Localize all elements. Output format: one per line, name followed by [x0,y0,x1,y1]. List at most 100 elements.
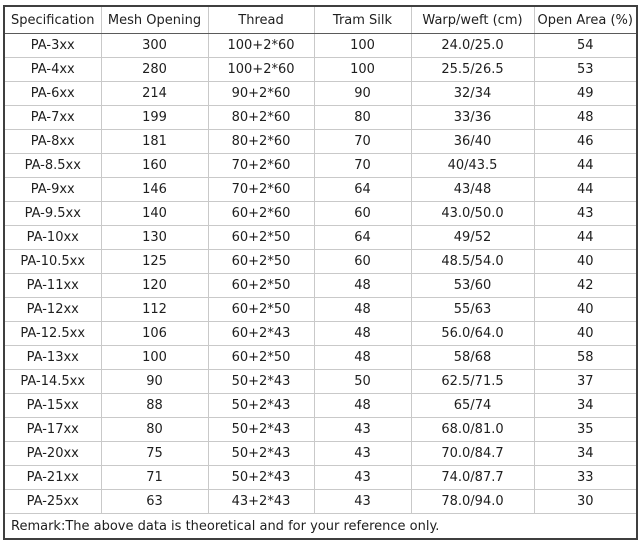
table-cell-col5: 58 [533,345,638,370]
table-cell-col0: PA-10.5xx [3,249,102,274]
table-cell-col4: 70.0/84.7 [410,441,535,466]
table-cell-col4: 33/36 [410,105,535,130]
table-cell-col0: PA-13xx [3,345,102,370]
table-cell-col4: 43/48 [410,177,535,202]
table-cell-col5: 54 [533,33,638,58]
table-cell-col4: 48.5/54.0 [410,249,535,274]
table-header: Specification Mesh Opening Thread Tram Silk… [3,5,638,34]
table-cell-col4: 36/40 [410,129,535,154]
table-cell-col5: 48 [533,105,638,130]
column-header-5: Open Area (%) [533,5,638,34]
table-cell-col1: 199 [100,105,209,130]
table-cell-col3: 50 [313,369,412,394]
table-row: PA-3xx 300 100+2*60 100 24.0/25.0 54 [3,33,638,58]
table-cell-col4: 65/74 [410,393,535,418]
table-cell-col3: 100 [313,33,412,58]
table-cell-col3: 43 [313,465,412,490]
table-cell-col2: 100+2*60 [207,33,315,58]
table-cell-col3: 48 [313,321,412,346]
remark-row: Remark:The above data is theoretical and… [3,513,638,540]
table-row: PA-20xx 75 50+2*43 43 70.0/84.7 34 [3,441,638,466]
table-cell-col0: PA-17xx [3,417,102,442]
table-cell-col5: 40 [533,249,638,274]
table-cell-col1: 214 [100,81,209,106]
table-cell-col4: 58/68 [410,345,535,370]
column-header-0: Specification [3,5,102,34]
table-cell-col1: 112 [100,297,209,322]
table-cell-col1: 181 [100,129,209,154]
table-cell-col5: 34 [533,393,638,418]
table-cell-col3: 60 [313,249,412,274]
table-cell-col1: 106 [100,321,209,346]
table-cell-col5: 43 [533,201,638,226]
table-body: PA-3xx 300 100+2*60 100 24.0/25.0 54 PA-4xx 280… [3,33,638,514]
table-cell-col3: 48 [313,345,412,370]
table-cell-col5: 40 [533,297,638,322]
table-cell-col3: 43 [313,441,412,466]
table-cell-col2: 43+2*43 [207,489,315,514]
table-cell-col4: 43.0/50.0 [410,201,535,226]
table-cell-col2: 50+2*43 [207,441,315,466]
table-cell-col5: 46 [533,129,638,154]
table-cell-col2: 60+2*43 [207,321,315,346]
table-row: PA-6xx 214 90+2*60 90 32/34 49 [3,81,638,106]
table-cell-col4: 49/52 [410,225,535,250]
table-row: PA-25xx 63 43+2*43 43 78.0/94.0 30 [3,489,638,514]
table-cell-col5: 35 [533,417,638,442]
table-cell-col3: 70 [313,153,412,178]
table-cell-col2: 50+2*43 [207,465,315,490]
table-row: PA-9.5xx 140 60+2*60 60 43.0/50.0 43 [3,201,638,226]
table-cell-col4: 56.0/64.0 [410,321,535,346]
table-cell-col4: 78.0/94.0 [410,489,535,514]
table-row: PA-15xx 88 50+2*43 48 65/74 34 [3,393,638,418]
table-cell-col2: 80+2*60 [207,105,315,130]
table-cell-col2: 80+2*60 [207,129,315,154]
table-cell-col1: 100 [100,345,209,370]
table-cell-col1: 71 [100,465,209,490]
table-cell-col1: 280 [100,57,209,82]
table-row: PA-4xx 280 100+2*60 100 25.5/26.5 53 [3,57,638,82]
table-row: PA-17xx 80 50+2*43 43 68.0/81.0 35 [3,417,638,442]
table-cell-col2: 60+2*50 [207,345,315,370]
table-cell-col1: 140 [100,201,209,226]
table-cell-col1: 120 [100,273,209,298]
table-cell-col5: 30 [533,489,638,514]
table-cell-col1: 300 [100,33,209,58]
table-row: PA-13xx 100 60+2*50 48 58/68 58 [3,345,638,370]
table-cell-col0: PA-12xx [3,297,102,322]
table-cell-col4: 62.5/71.5 [410,369,535,394]
table-cell-col4: 32/34 [410,81,535,106]
table-cell-col3: 70 [313,129,412,154]
table-cell-col4: 68.0/81.0 [410,417,535,442]
table-cell-col2: 60+2*50 [207,273,315,298]
table-cell-col3: 48 [313,297,412,322]
table-cell-col5: 53 [533,57,638,82]
table-cell-col2: 70+2*60 [207,153,315,178]
table-cell-col3: 60 [313,201,412,226]
table-cell-col4: 25.5/26.5 [410,57,535,82]
table-cell-col5: 49 [533,81,638,106]
column-header-2: Thread [207,5,315,34]
table-cell-col2: 100+2*60 [207,57,315,82]
table-row: PA-8.5xx 160 70+2*60 70 40/43.5 44 [3,153,638,178]
table-row: PA-10.5xx 125 60+2*50 60 48.5/54.0 40 [3,249,638,274]
table-cell-col1: 90 [100,369,209,394]
table-cell-col2: 60+2*60 [207,201,315,226]
table-cell-col4: 53/60 [410,273,535,298]
table-cell-col4: 24.0/25.0 [410,33,535,58]
remark-text: Remark:The above data is theoretical and… [3,513,638,540]
table-cell-col3: 64 [313,225,412,250]
table-cell-col1: 160 [100,153,209,178]
table-row: PA-10xx 130 60+2*50 64 49/52 44 [3,225,638,250]
table-cell-col1: 80 [100,417,209,442]
table-cell-col0: PA-7xx [3,105,102,130]
table-cell-col5: 44 [533,177,638,202]
table-cell-col0: PA-14.5xx [3,369,102,394]
table-cell-col5: 42 [533,273,638,298]
table-cell-col5: 44 [533,153,638,178]
table-cell-col0: PA-6xx [3,81,102,106]
table-cell-col0: PA-11xx [3,273,102,298]
table-cell-col1: 146 [100,177,209,202]
table-row: PA-8xx 181 80+2*60 70 36/40 46 [3,129,638,154]
table-cell-col2: 60+2*50 [207,225,315,250]
